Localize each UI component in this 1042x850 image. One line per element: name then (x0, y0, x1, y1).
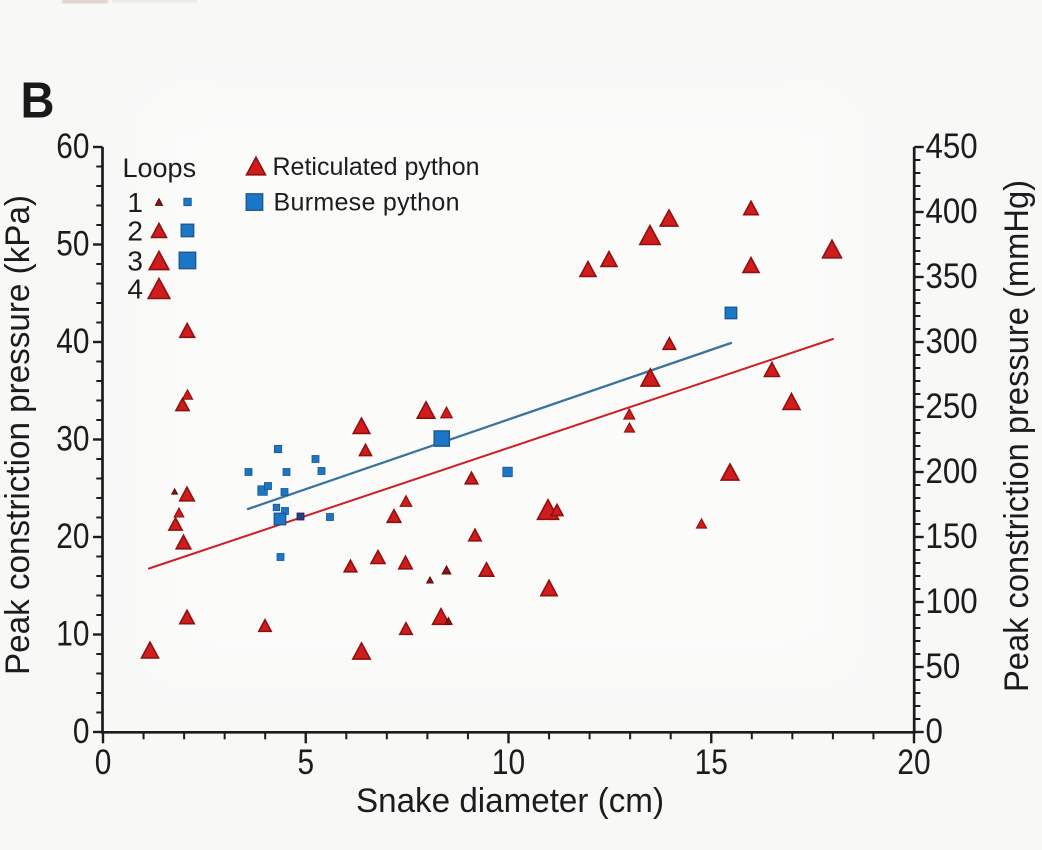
svg-text:300: 300 (926, 322, 978, 361)
svg-text:0: 0 (95, 743, 112, 782)
svg-text:400: 400 (926, 192, 978, 231)
svg-text:50: 50 (56, 224, 89, 263)
svg-text:40: 40 (56, 322, 89, 361)
svg-text:Loops: Loops (123, 153, 197, 183)
svg-text:100: 100 (926, 582, 978, 621)
svg-text:B: B (21, 72, 55, 129)
svg-text:350: 350 (926, 257, 978, 296)
svg-text:250: 250 (926, 387, 978, 426)
svg-text:20: 20 (56, 517, 89, 556)
svg-text:150: 150 (926, 517, 978, 556)
svg-text:Snake diameter (cm): Snake diameter (cm) (356, 782, 664, 820)
svg-text:20: 20 (897, 743, 930, 782)
svg-text:2: 2 (127, 215, 143, 246)
svg-text:200: 200 (926, 452, 978, 491)
svg-text:0: 0 (73, 712, 90, 751)
svg-text:450: 450 (926, 127, 978, 166)
svg-text:15: 15 (695, 743, 728, 782)
svg-text:1: 1 (127, 187, 143, 218)
svg-text:10: 10 (56, 614, 89, 653)
svg-text:10: 10 (492, 743, 525, 782)
svg-text:0: 0 (926, 712, 943, 751)
svg-text:Burmese python: Burmese python (274, 189, 460, 217)
svg-text:5: 5 (298, 743, 315, 782)
svg-text:4: 4 (127, 273, 143, 304)
svg-text:Peak constriction pressure (kP: Peak constriction pressure (kPa) (0, 195, 37, 675)
svg-text:Peak constriction pressure (mm: Peak constriction pressure (mmHg) (998, 180, 1036, 692)
svg-text:3: 3 (127, 245, 143, 276)
svg-text:60: 60 (56, 127, 89, 166)
svg-text:50: 50 (926, 647, 961, 686)
svg-text:Reticulated python: Reticulated python (273, 153, 480, 181)
svg-text:30: 30 (56, 419, 89, 458)
